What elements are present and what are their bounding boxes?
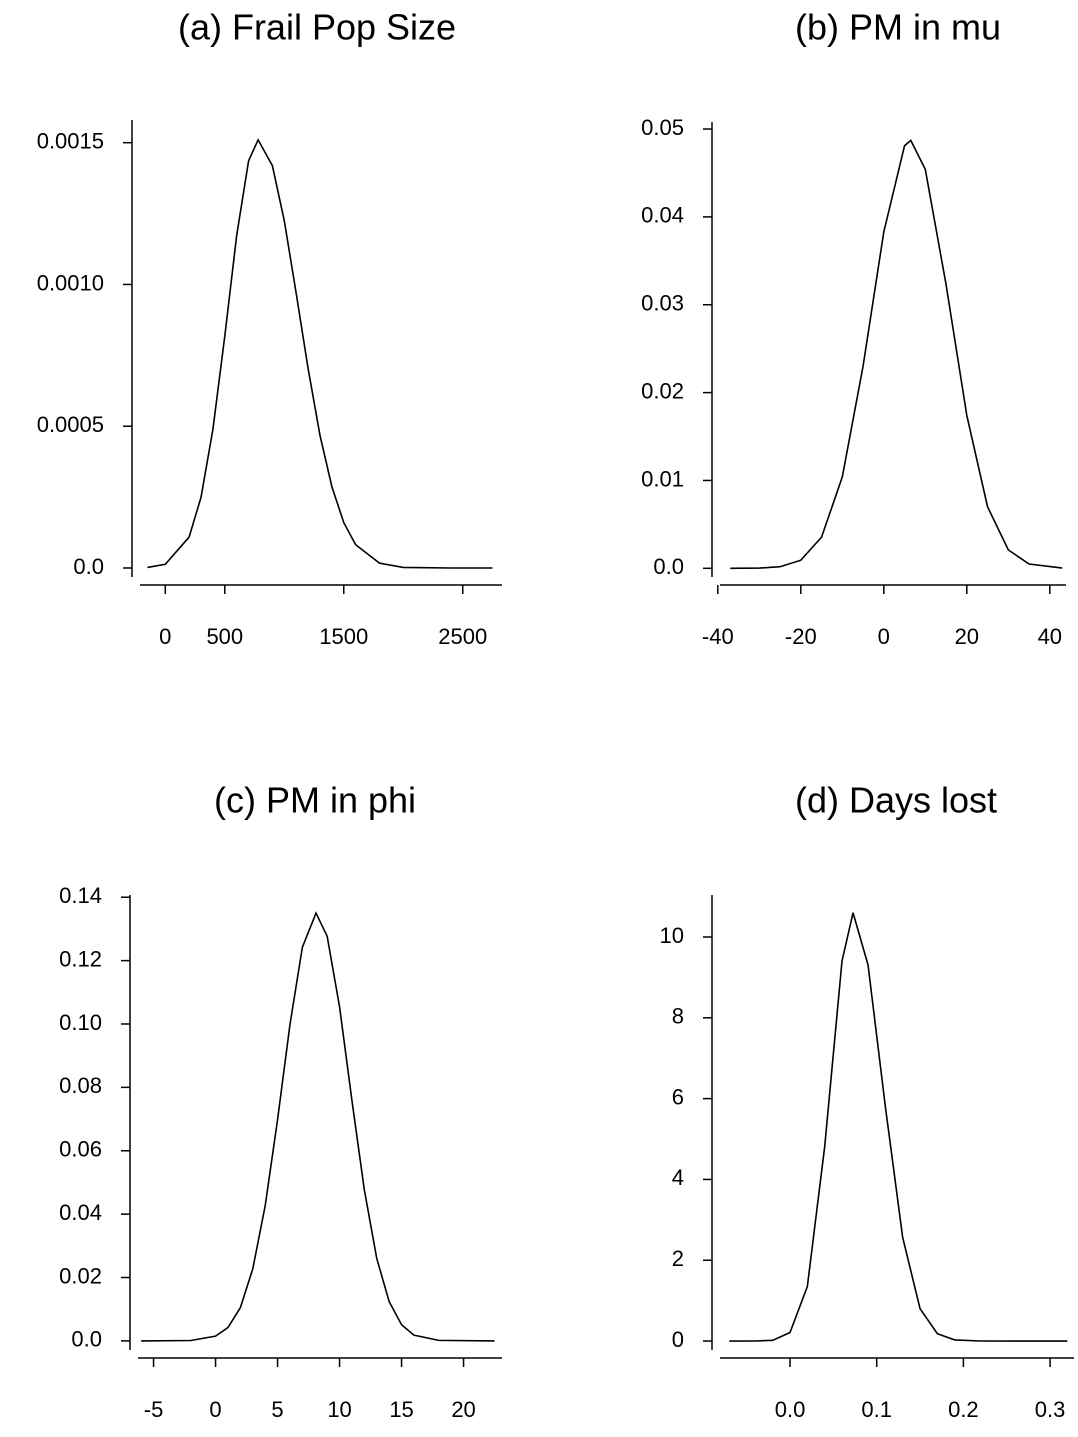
y-tick-label: 0.02 bbox=[641, 378, 684, 403]
y-tick-label: 10 bbox=[660, 923, 684, 948]
y-tick-label: 0 bbox=[672, 1327, 684, 1352]
x-tick-label: 1500 bbox=[319, 624, 368, 649]
x-tick-label: 0 bbox=[878, 624, 890, 649]
y-tick-label: 6 bbox=[672, 1084, 684, 1109]
y-tick-label: 0.02 bbox=[59, 1263, 102, 1288]
y-tick-label: 0.0005 bbox=[37, 412, 104, 437]
x-tick-label: 15 bbox=[389, 1397, 413, 1422]
x-tick-label: 0.3 bbox=[1035, 1397, 1066, 1422]
y-tick-label: 2 bbox=[672, 1246, 684, 1271]
density-line bbox=[147, 138, 493, 569]
y-tick-label: 0.0015 bbox=[37, 128, 104, 153]
x-tick-label: 0.2 bbox=[948, 1397, 979, 1422]
x-tick-label: 5 bbox=[271, 1397, 283, 1422]
y-tick-label: 0.10 bbox=[59, 1010, 102, 1035]
x-tick-label: 2500 bbox=[438, 624, 487, 649]
x-tick-label: 0 bbox=[159, 624, 171, 649]
chart-title: (b) PM in mu bbox=[795, 7, 1001, 48]
density-line bbox=[730, 139, 1063, 570]
density-line bbox=[141, 911, 495, 1342]
chart-title: (c) PM in phi bbox=[214, 780, 416, 821]
y-tick-label: 8 bbox=[672, 1004, 684, 1029]
y-tick-label: 0.04 bbox=[641, 203, 684, 228]
y-tick-label: 0.0010 bbox=[37, 270, 104, 295]
y-tick-label: 0.04 bbox=[59, 1200, 102, 1225]
y-tick-label: 0.12 bbox=[59, 946, 102, 971]
x-tick-label: 20 bbox=[955, 624, 979, 649]
chart-title: (a) Frail Pop Size bbox=[178, 7, 456, 48]
x-tick-label: 20 bbox=[451, 1397, 475, 1422]
x-tick-label: 0.0 bbox=[775, 1397, 806, 1422]
y-tick-label: 0.06 bbox=[59, 1137, 102, 1162]
x-tick-label: 500 bbox=[206, 624, 243, 649]
x-tick-label: -5 bbox=[144, 1397, 164, 1422]
chart-title: (d) Days lost bbox=[795, 780, 997, 821]
x-tick-label: 10 bbox=[327, 1397, 351, 1422]
y-tick-label: 4 bbox=[672, 1165, 684, 1190]
density-line bbox=[729, 912, 1068, 1342]
x-tick-label: -20 bbox=[785, 624, 817, 649]
y-tick-label: 0.0 bbox=[653, 554, 684, 579]
y-tick-label: 0.0 bbox=[73, 554, 104, 579]
y-tick-label: 0.0 bbox=[71, 1327, 102, 1352]
x-tick-label: -40 bbox=[702, 624, 734, 649]
y-tick-label: 0.14 bbox=[59, 883, 102, 908]
y-tick-label: 0.08 bbox=[59, 1073, 102, 1098]
y-tick-label: 0.05 bbox=[641, 115, 684, 140]
x-tick-label: 40 bbox=[1038, 624, 1062, 649]
x-tick-label: 0.1 bbox=[861, 1397, 892, 1422]
y-tick-label: 0.03 bbox=[641, 291, 684, 316]
x-tick-label: 0 bbox=[209, 1397, 221, 1422]
y-tick-label: 0.01 bbox=[641, 466, 684, 491]
